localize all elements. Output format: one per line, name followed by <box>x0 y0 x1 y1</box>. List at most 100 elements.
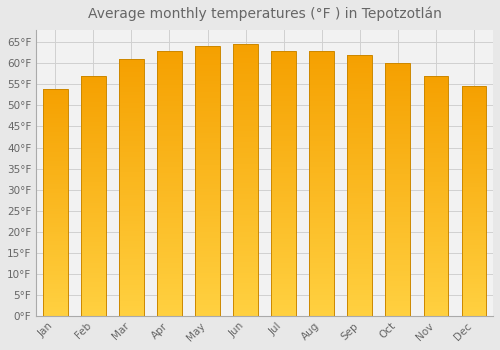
Bar <box>272 258 296 260</box>
Bar <box>81 114 106 117</box>
Bar <box>233 128 258 131</box>
Bar <box>424 78 448 81</box>
Bar <box>157 244 182 247</box>
Bar <box>386 306 410 308</box>
Bar <box>462 141 486 144</box>
Bar <box>157 109 182 112</box>
Bar <box>43 220 68 223</box>
Bar <box>119 92 144 95</box>
Bar <box>424 172 448 174</box>
Bar <box>195 122 220 125</box>
Bar <box>43 227 68 230</box>
Bar <box>233 88 258 91</box>
Bar <box>157 61 182 64</box>
Bar <box>348 146 372 149</box>
Bar <box>157 146 182 149</box>
Bar <box>462 219 486 222</box>
Bar <box>119 205 144 208</box>
Bar <box>424 234 448 237</box>
Bar <box>386 68 410 71</box>
Bar <box>462 293 486 295</box>
Bar <box>157 72 182 75</box>
Bar <box>195 55 220 57</box>
Bar <box>81 278 106 280</box>
Bar <box>462 181 486 183</box>
Bar <box>119 180 144 182</box>
Bar <box>272 72 296 75</box>
Bar <box>195 63 220 65</box>
Bar <box>272 276 296 279</box>
Bar <box>43 209 68 211</box>
Bar <box>462 169 486 171</box>
Bar <box>119 195 144 198</box>
Bar <box>272 274 296 276</box>
Bar <box>424 302 448 304</box>
Bar <box>195 227 220 230</box>
Bar <box>119 105 144 108</box>
Bar <box>43 282 68 284</box>
Bar <box>43 284 68 286</box>
Bar <box>424 121 448 124</box>
Bar <box>310 231 334 234</box>
Bar <box>348 191 372 193</box>
Bar <box>272 146 296 149</box>
Bar <box>310 178 334 181</box>
Bar <box>157 138 182 141</box>
Bar <box>462 307 486 309</box>
Bar <box>310 295 334 298</box>
Bar <box>43 314 68 316</box>
Bar <box>348 159 372 162</box>
Bar <box>310 170 334 173</box>
Bar <box>462 226 486 229</box>
Bar <box>195 82 220 84</box>
Bar <box>43 159 68 161</box>
Bar <box>386 256 410 258</box>
Bar <box>424 143 448 146</box>
Bar <box>43 93 68 95</box>
Bar <box>462 268 486 270</box>
Bar <box>195 138 220 141</box>
Bar <box>272 234 296 236</box>
Bar <box>272 242 296 244</box>
Bar <box>272 287 296 289</box>
Bar <box>157 189 182 191</box>
Bar <box>272 58 296 61</box>
Bar <box>43 145 68 148</box>
Bar <box>195 90 220 92</box>
Bar <box>386 149 410 152</box>
Bar <box>424 244 448 246</box>
Bar <box>43 207 68 209</box>
Bar <box>424 177 448 179</box>
Bar <box>462 286 486 288</box>
Bar <box>233 93 258 96</box>
Bar <box>81 237 106 239</box>
Bar <box>119 141 144 144</box>
Bar <box>424 165 448 167</box>
Bar <box>43 195 68 198</box>
Bar <box>386 154 410 157</box>
Bar <box>462 245 486 247</box>
Bar <box>424 311 448 314</box>
Bar <box>348 256 372 259</box>
Bar <box>119 275 144 278</box>
Bar <box>43 302 68 304</box>
Bar <box>233 139 258 142</box>
Bar <box>424 237 448 239</box>
Bar <box>81 107 106 110</box>
Bar <box>462 231 486 233</box>
Bar <box>272 75 296 77</box>
Bar <box>310 236 334 239</box>
Bar <box>310 51 334 53</box>
Bar <box>272 284 296 287</box>
Bar <box>348 303 372 306</box>
Bar <box>157 98 182 101</box>
Bar <box>310 64 334 66</box>
Bar <box>462 304 486 307</box>
Bar <box>233 118 258 120</box>
Bar <box>233 177 258 180</box>
Bar <box>233 297 258 300</box>
Bar <box>119 306 144 308</box>
Bar <box>348 138 372 141</box>
Bar <box>233 172 258 175</box>
Bar <box>310 234 334 236</box>
